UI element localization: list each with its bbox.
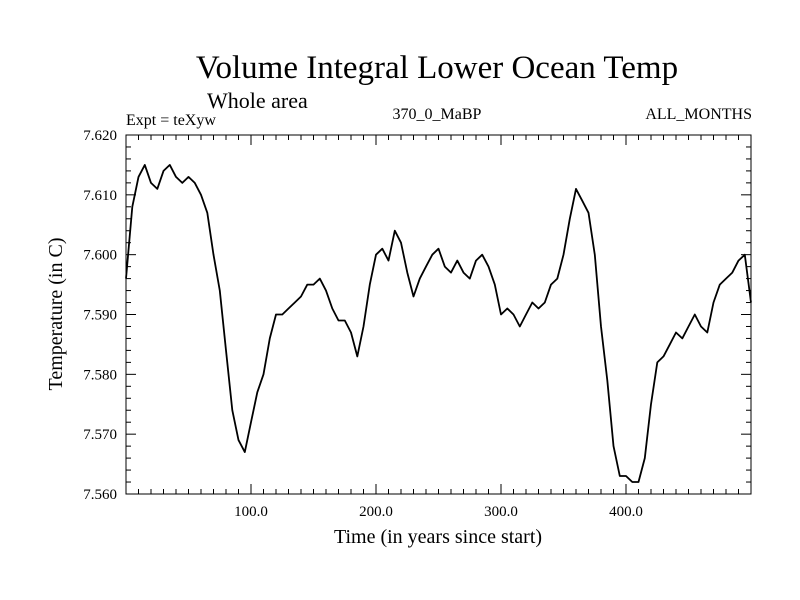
y-tick-label: 7.610 — [83, 188, 117, 204]
x-tick-label: 400.0 — [609, 504, 643, 520]
plot-frame — [125, 134, 752, 495]
series-line — [125, 163, 752, 483]
x-tick-label: 200.0 — [359, 504, 393, 520]
y-tick-label: 7.580 — [83, 367, 117, 383]
case-label: 370_0_MaBP — [393, 106, 482, 123]
x-axis-label: Time (in years since start) — [334, 526, 542, 548]
y-tick-label: 7.600 — [83, 248, 117, 264]
axis-tick-labels: 100.0 200.0 300.0 400.0 7.560 7.570 7.580 7.590… — [83, 128, 643, 520]
months-label: ALL_MONTHS — [645, 106, 752, 123]
y-tick-label: 7.620 — [83, 128, 117, 144]
y-tick-label: 7.590 — [83, 308, 117, 324]
experiment-label: Expt = teXyw — [126, 112, 216, 129]
y-tick-label: 7.560 — [83, 487, 117, 503]
chart-title: Volume Integral Lower Ocean Temp — [196, 50, 678, 86]
chart-subtitle: Whole area — [207, 88, 308, 113]
series-group — [125, 163, 752, 483]
x-tick-label: 100.0 — [234, 504, 268, 520]
axis-ticks — [126, 135, 751, 494]
x-tick-label: 300.0 — [484, 504, 518, 520]
y-tick-label: 7.570 — [83, 427, 117, 443]
y-axis-label: Temperature (in C) — [45, 238, 67, 391]
